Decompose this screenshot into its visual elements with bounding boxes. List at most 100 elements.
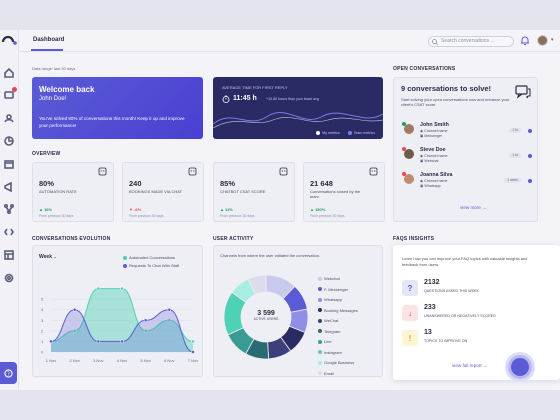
top-bar: Dashboard Search conversations ... ▾ xyxy=(19,30,560,52)
chat-bubbles-icon xyxy=(515,85,531,99)
channel-legend-label: WeChat xyxy=(324,318,339,323)
megaphone-icon[interactable] xyxy=(3,181,15,193)
data-point[interactable] xyxy=(167,307,172,312)
x-tick-label: 3 Nov xyxy=(93,358,103,363)
faq-stat-value: 2132 xyxy=(424,279,440,286)
unread-indicator xyxy=(528,179,532,183)
data-point[interactable] xyxy=(49,339,53,344)
kpi-value: 21 648 xyxy=(310,179,333,188)
data-point[interactable] xyxy=(191,350,195,354)
help-button[interactable]: ? xyxy=(0,362,17,384)
status-dot xyxy=(402,147,406,151)
data-point[interactable] xyxy=(72,307,77,312)
data-point[interactable] xyxy=(72,329,77,333)
chevron-down-icon: ⌄ xyxy=(53,254,57,259)
chart-icon[interactable] xyxy=(3,135,15,147)
welcome-name: John Doe! xyxy=(39,96,67,102)
data-point[interactable] xyxy=(120,286,124,291)
kpi-label: CHATBOT CSAT SCORE xyxy=(220,189,266,194)
overview-title: OVERVIEW xyxy=(32,151,61,157)
view-more-label: view more xyxy=(460,205,481,210)
data-point[interactable] xyxy=(143,318,148,323)
search-input[interactable]: Search conversations ... xyxy=(428,36,514,47)
home-icon[interactable] xyxy=(3,67,15,79)
layout-icon[interactable] xyxy=(3,249,15,261)
y-tick-label: 4 xyxy=(41,307,44,312)
channel-legend-label: F. Messenger xyxy=(324,286,349,292)
chat-launcher-button[interactable] xyxy=(505,352,535,382)
code-icon[interactable] xyxy=(3,226,15,238)
settings-icon[interactable] xyxy=(3,272,15,284)
faq-stat-row: ! 13 TOPICS TO IMPROVE ON xyxy=(402,328,542,348)
active-users-label: ACTIVE USERS xyxy=(253,317,279,321)
view-full-report-link[interactable]: view full report → xyxy=(452,363,488,368)
legend-team-metrics-label: Team metrics xyxy=(353,130,375,135)
legend-requests-label: Requests To Chat With Staff xyxy=(129,263,180,268)
data-point[interactable] xyxy=(167,318,172,323)
x-tick-label: 7 Nov xyxy=(188,358,198,363)
legend-dot xyxy=(316,131,321,135)
legend-dot xyxy=(123,263,127,268)
kpi-period: From previous 30 days xyxy=(39,214,74,218)
svg-text:?: ? xyxy=(7,371,10,377)
channel-legend-label: Booking Messages xyxy=(324,307,358,313)
first-reply-wave-chart xyxy=(213,112,383,129)
kpi-label: BOOKINGS MADE VIA CHAT xyxy=(129,189,183,194)
channel-legend-label: Whatsapp xyxy=(324,297,343,302)
first-reply-label: AVERAGE TIME FOR FIRST REPLY xyxy=(222,85,288,90)
legend-dot xyxy=(318,297,322,302)
users-icon[interactable] xyxy=(3,112,15,124)
kpi-label: Conversations closed by the team xyxy=(310,189,361,199)
donut-hole xyxy=(242,293,290,341)
welcome-message: You've solved 80% of conversations this … xyxy=(39,116,185,128)
channel-legend-item: F. Messenger xyxy=(318,285,358,296)
evolution-chart: 5 4 3 2 1 01 Nov 2 Nov 3 Nov 4 Nov 5 Nov 6 Nov 7 No… xyxy=(41,286,198,363)
calendar-icon[interactable] xyxy=(3,158,15,170)
data-point[interactable] xyxy=(96,286,101,291)
contact-name: John Smith xyxy=(420,122,449,128)
status-dot xyxy=(402,122,406,126)
data-point[interactable] xyxy=(191,339,195,344)
view-more-link[interactable]: view more → xyxy=(460,205,487,210)
data-point[interactable] xyxy=(96,339,101,344)
open-conversations-subtitle: Start solving your open conversations no… xyxy=(401,97,510,107)
chat-launcher-icon xyxy=(511,358,529,376)
flow-icon[interactable] xyxy=(3,203,15,215)
welcome-title: Welcome back xyxy=(39,85,95,94)
chevron-down-icon[interactable]: ▾ xyxy=(551,37,554,43)
brand-logo-icon[interactable] xyxy=(1,33,18,47)
conversation-item[interactable]: Joanna Silva ◉ Channel name ▣ Whatsapp 1 we… xyxy=(401,171,535,193)
series-area-automated xyxy=(51,288,193,352)
search-placeholder: Search conversations ... xyxy=(441,38,495,44)
conversation-item[interactable]: Steve Doe ◉ Channel name ▣ Webchat 1 hr xyxy=(401,146,535,168)
user-avatar[interactable] xyxy=(537,35,548,46)
channel-icon: ◉ xyxy=(420,129,425,133)
first-reply-value: 11:45 h xyxy=(233,95,257,102)
chat-icon[interactable] xyxy=(3,87,17,101)
channel-label: Channel name xyxy=(424,129,448,133)
faq-stat-label: UNANSWERED OR NEGATIVELY SCORED xyxy=(424,314,496,318)
data-point[interactable] xyxy=(143,329,148,333)
x-tick-label: 1 Nov xyxy=(46,358,56,363)
contact-name: Steve Doe xyxy=(420,147,446,153)
channels-donut-chart xyxy=(223,274,309,360)
lightbulb-icon: ! xyxy=(402,330,418,346)
tab-dashboard[interactable]: Dashboard xyxy=(33,37,65,43)
contact-name: Joanna Silva xyxy=(420,172,453,178)
kpi-period: From previous 30 days xyxy=(310,214,345,218)
channel-legend-item: Telegram xyxy=(318,327,358,338)
y-tick-label: 0 xyxy=(41,350,44,355)
donut-slice-email[interactable] xyxy=(247,274,267,295)
legend-dot xyxy=(318,371,322,376)
kpi-label: AUTOMATION RATE xyxy=(39,189,77,194)
data-point[interactable] xyxy=(120,339,124,344)
channel-legend-label: Google Business xyxy=(324,360,355,365)
time-badge: 1 week xyxy=(504,178,521,183)
channel-label: Channel name xyxy=(424,154,448,158)
bell-icon[interactable] xyxy=(520,35,530,46)
channel-type-icon: ▣ xyxy=(420,134,425,138)
period-select[interactable]: Week ⌄ xyxy=(39,254,57,260)
conversation-item[interactable]: John Smith ◉ Channel name ▣ Messenger 1 hr xyxy=(401,121,535,143)
channel-type-icon: ▣ xyxy=(420,159,425,163)
legend-dot xyxy=(318,329,322,334)
